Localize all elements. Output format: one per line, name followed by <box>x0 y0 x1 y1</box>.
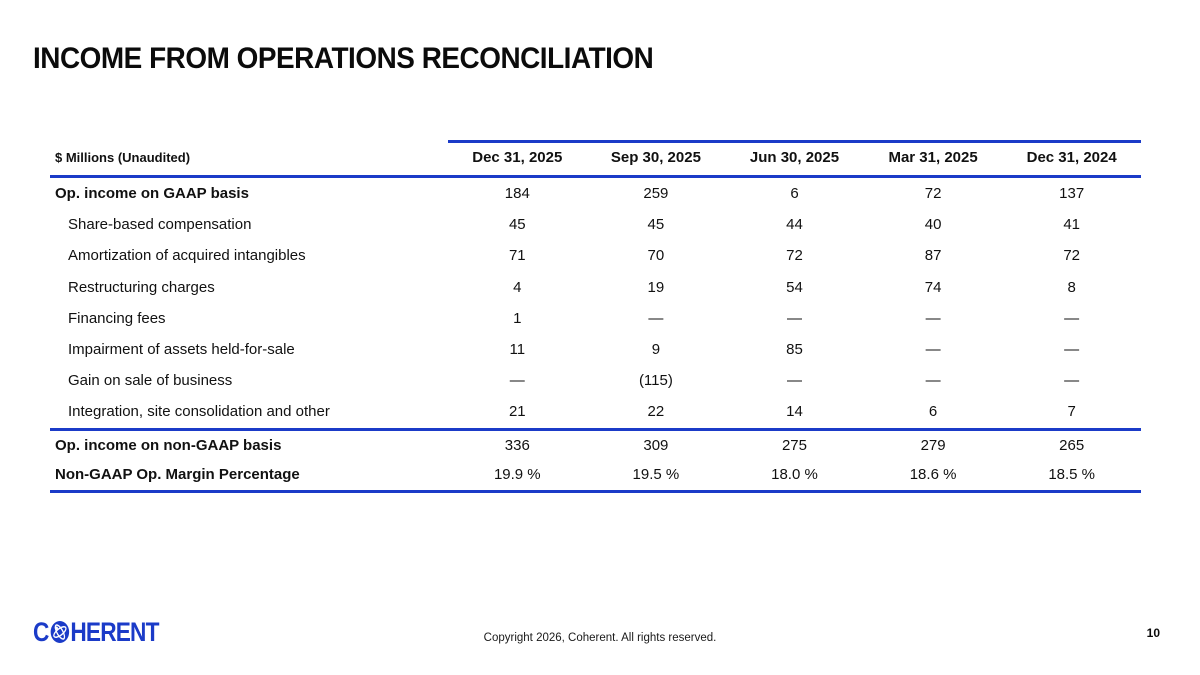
table-cell: 71 <box>508 247 526 265</box>
table-cell: 6 <box>928 403 938 421</box>
table-cell: 18.5 % <box>1048 466 1096 484</box>
table-cell: 279 <box>920 436 946 454</box>
table-row: Restructuring charges 4 19 54 74 8 <box>50 272 1141 303</box>
table-cell: 8 <box>1067 278 1076 296</box>
table-cell: 14 <box>786 403 803 421</box>
row-label: Non-GAAP Op. Margin Percentage <box>55 466 300 484</box>
column-header: Sep 30, 2025 <box>610 149 701 166</box>
table-cell: 41 <box>1063 216 1081 234</box>
table-cell: 259 <box>643 185 669 203</box>
table-cell: 87 <box>924 247 942 265</box>
table-cell: 19.9 % <box>493 466 541 484</box>
table-cell: — <box>1064 309 1080 327</box>
table-cell: 40 <box>924 216 942 234</box>
table-cell: 19.5 % <box>632 466 680 484</box>
table-cell: — <box>509 372 525 390</box>
table-cell: 18.0 % <box>771 466 818 484</box>
table-row: Non-GAAP Op. Margin Percentage 19.9 % 19.5… <box>50 460 1141 490</box>
table-cell: 275 <box>781 436 807 454</box>
table-row: Share-based compensation 45 45 44 40 41 <box>50 209 1141 240</box>
table-cell: 45 <box>647 216 665 234</box>
column-header: Dec 31, 2024 <box>1026 149 1117 166</box>
table-cell: — <box>925 341 941 359</box>
table-row: Amortization of acquired intangibles 71 70… <box>50 240 1141 271</box>
row-label: Share-based compensation <box>68 216 252 234</box>
atom-globe-icon <box>50 621 69 643</box>
table-cell: 6 <box>790 185 799 203</box>
table-cell: 1 <box>513 309 522 327</box>
table-cell: 7 <box>1067 403 1076 421</box>
table-cell: 45 <box>508 216 526 234</box>
table-cell: 4 <box>513 278 522 296</box>
table-summary: Op. income on non-GAAP basis 336 309 275 279… <box>50 431 1141 493</box>
column-header: Jun 30, 2025 <box>749 149 840 166</box>
table-cell: 22 <box>647 403 665 421</box>
table-cell: 19 <box>647 278 665 296</box>
table-cell: 137 <box>1059 185 1085 203</box>
table-cell: — <box>786 309 802 327</box>
table-cell: — <box>1064 341 1080 359</box>
logo-text-suffix: HERENT <box>70 616 159 647</box>
table-cell: 74 <box>924 278 942 296</box>
table-row: Op. income on GAAP basis 184 259 6 72 137 <box>50 178 1141 209</box>
table-row: Gain on sale of business — (115) — — — <box>50 365 1141 396</box>
table-cell: 72 <box>786 247 803 265</box>
table-divider <box>50 427 1141 431</box>
column-header: Mar 31, 2025 <box>888 149 978 166</box>
table-cell: 18.6 % <box>909 466 957 484</box>
table-cell: 265 <box>1059 436 1085 454</box>
row-label: Gain on sale of business <box>68 372 233 390</box>
copyright-text: Copyright 2026, Coherent. All rights res… <box>483 632 717 644</box>
table-cell: — <box>648 309 664 327</box>
table-cell: 85 <box>786 341 803 359</box>
table-row: Impairment of assets held-for-sale 11 9 85 —… <box>50 334 1141 365</box>
table-cell: 184 <box>504 185 530 203</box>
table-cell: — <box>786 372 802 390</box>
row-label: Integration, site consolidation and othe… <box>68 403 330 421</box>
table-header-row: $ Millions (Unaudited) Dec 31, 2025 Sep 3… <box>50 140 1141 178</box>
row-label: Financing fees <box>68 309 166 327</box>
reconciliation-table: $ Millions (Unaudited) Dec 31, 2025 Sep 3… <box>50 140 1141 493</box>
table-cell: 54 <box>786 278 803 296</box>
table-row: Integration, site consolidation and othe… <box>50 396 1141 427</box>
logo-text-prefix: C <box>33 616 49 647</box>
table-cell: (115) <box>638 372 673 390</box>
table-row: Op. income on non-GAAP basis 336 309 275 279… <box>50 431 1141 461</box>
row-label: Op. income on GAAP basis <box>55 185 249 203</box>
table-cell: 72 <box>1063 247 1081 265</box>
table-row: Financing fees 1 — — — — <box>50 303 1141 334</box>
row-label: Op. income on non-GAAP basis <box>55 436 282 454</box>
column-header: Dec 31, 2025 <box>472 149 563 166</box>
row-label: Amortization of acquired intangibles <box>68 247 306 265</box>
table-cell: 21 <box>508 403 526 421</box>
table-cell: 11 <box>509 341 526 359</box>
table-body: Op. income on GAAP basis 184 259 6 72 137 Shar… <box>50 178 1141 428</box>
row-label: Restructuring charges <box>68 278 215 296</box>
page-title: INCOME FROM OPERATIONS RECONCILIATION <box>33 42 654 75</box>
unit-label: $ Millions (Unaudited) <box>55 150 191 165</box>
table-cell: 9 <box>651 341 661 359</box>
table-cell: 44 <box>786 216 803 234</box>
table-cell: 336 <box>504 436 530 454</box>
page-number: 10 <box>1146 626 1160 640</box>
row-label: Impairment of assets held-for-sale <box>68 341 295 359</box>
table-cell: — <box>925 309 941 327</box>
coherent-logo: C HERENT <box>33 616 159 647</box>
table-cell: 72 <box>924 185 942 203</box>
table-cell: — <box>925 372 941 390</box>
table-cell: 70 <box>647 247 665 265</box>
table-cell: — <box>1064 372 1080 390</box>
table-cell: 309 <box>643 436 669 454</box>
